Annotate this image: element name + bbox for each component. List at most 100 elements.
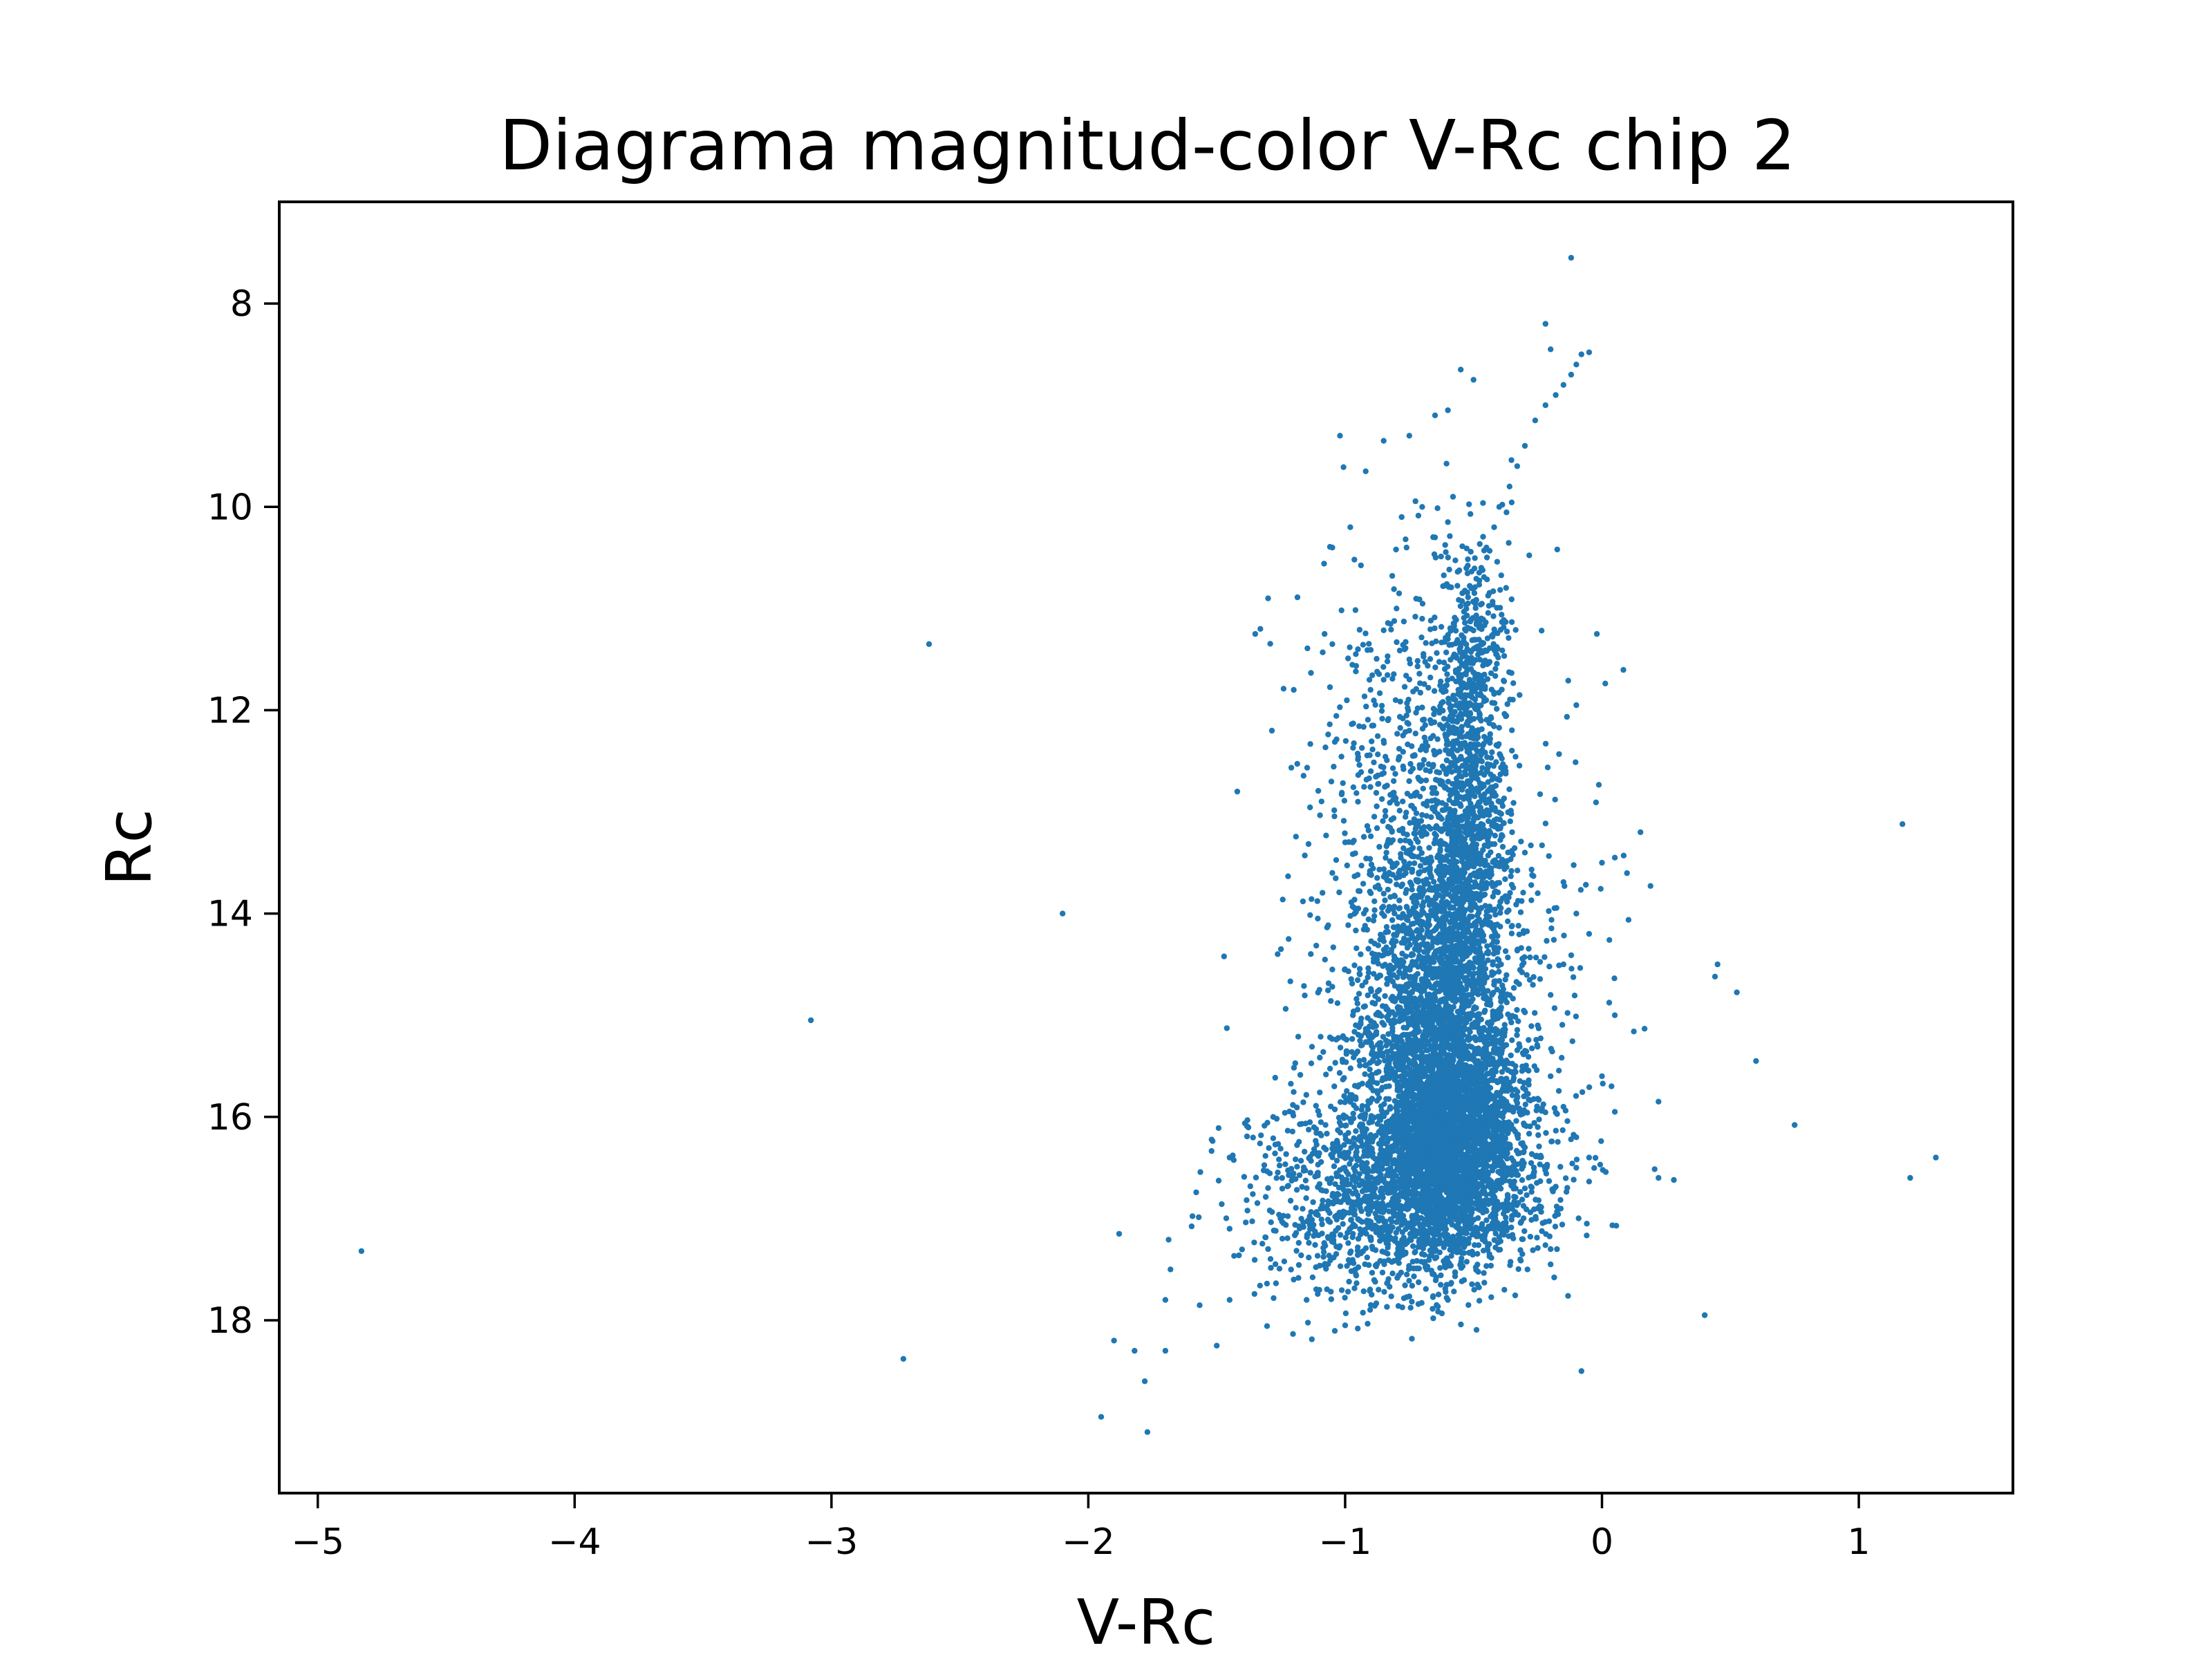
data-point [1479, 985, 1485, 991]
data-point [1508, 499, 1515, 505]
data-point [1535, 1124, 1541, 1130]
data-point [1168, 1266, 1174, 1273]
data-point [1478, 769, 1484, 776]
data-point [1454, 1107, 1461, 1114]
data-point [1423, 1266, 1430, 1273]
data-point [1539, 628, 1545, 634]
data-point [1132, 1347, 1138, 1354]
data-point [1526, 1037, 1532, 1043]
data-point [1472, 922, 1479, 929]
data-point [1560, 382, 1566, 388]
data-point [1611, 854, 1618, 861]
data-point [1437, 682, 1443, 688]
data-point [1524, 1109, 1530, 1116]
data-point [1418, 850, 1425, 856]
data-point [1337, 433, 1343, 439]
data-point [1573, 362, 1580, 368]
data-point [1398, 1112, 1405, 1119]
data-point [1465, 594, 1471, 601]
data-point [1524, 1192, 1530, 1199]
data-point [1452, 1094, 1458, 1100]
data-point [1510, 1235, 1517, 1241]
data-point [1496, 809, 1503, 816]
data-point [1514, 1032, 1520, 1038]
data-point [1402, 1282, 1408, 1288]
data-point [1410, 1100, 1416, 1107]
data-point [1501, 1286, 1508, 1293]
data-point [1548, 346, 1554, 353]
data-point [1499, 982, 1506, 988]
data-point [1445, 778, 1452, 785]
data-point [1548, 1073, 1554, 1080]
data-point [1329, 870, 1335, 877]
data-point [1487, 740, 1493, 746]
data-point [1387, 1284, 1393, 1290]
data-point [1701, 1312, 1708, 1318]
data-point [1492, 888, 1499, 894]
data-point [1430, 733, 1436, 739]
data-point [1450, 985, 1456, 991]
data-point [1504, 899, 1510, 905]
data-point [1098, 1414, 1105, 1420]
data-point [1456, 852, 1463, 859]
data-point [1423, 1026, 1430, 1032]
data-point [1509, 727, 1515, 733]
data-point [1512, 1063, 1519, 1069]
data-point [1437, 1265, 1443, 1271]
data-point [1428, 1267, 1434, 1274]
data-point [1471, 1137, 1477, 1143]
data-point [1431, 959, 1437, 965]
data-point [1599, 859, 1605, 866]
data-point [1586, 1154, 1593, 1161]
data-point [1462, 1026, 1468, 1032]
data-point [1475, 1174, 1481, 1180]
data-point [1162, 1347, 1169, 1354]
data-point [1355, 798, 1361, 805]
data-point [1162, 1297, 1169, 1303]
data-point [1502, 976, 1508, 983]
data-point [1427, 1247, 1434, 1254]
data-point [1481, 971, 1487, 977]
data-point [1482, 1197, 1488, 1203]
data-point [1438, 553, 1444, 560]
data-point [1450, 1069, 1456, 1075]
data-point [1498, 572, 1504, 579]
data-point [1450, 753, 1457, 760]
data-point [1510, 985, 1517, 991]
data-point [1475, 1268, 1481, 1275]
data-point [1414, 971, 1421, 977]
data-point [1474, 1250, 1481, 1257]
data-point [1492, 1068, 1499, 1075]
data-point [1322, 630, 1328, 637]
data-point [1526, 1174, 1532, 1181]
data-point [1542, 402, 1548, 409]
data-point [1568, 371, 1575, 378]
data-point [1446, 1126, 1452, 1133]
data-point [1430, 935, 1436, 941]
data-point [1562, 1107, 1569, 1114]
data-point [1509, 747, 1515, 754]
data-point [1484, 943, 1490, 950]
data-point [1350, 1110, 1356, 1117]
data-point [1599, 1073, 1605, 1080]
data-point [1528, 1189, 1535, 1195]
data-point [1496, 968, 1502, 975]
data-point [1461, 836, 1468, 843]
data-point [1907, 1174, 1913, 1181]
data-point [1492, 832, 1498, 839]
data-point [1503, 972, 1510, 978]
data-point [1430, 1042, 1436, 1048]
data-point [1497, 771, 1503, 778]
data-point [1492, 1094, 1498, 1100]
data-point [1453, 1023, 1460, 1029]
data-point [1378, 1040, 1384, 1046]
data-point [1404, 790, 1411, 797]
data-point [1470, 827, 1476, 834]
data-point [1533, 1107, 1539, 1114]
data-point [1472, 793, 1478, 800]
data-point [1491, 841, 1498, 847]
data-point [1404, 904, 1410, 911]
data-point [1638, 829, 1644, 836]
data-point [1490, 893, 1496, 900]
data-point [1481, 892, 1487, 898]
